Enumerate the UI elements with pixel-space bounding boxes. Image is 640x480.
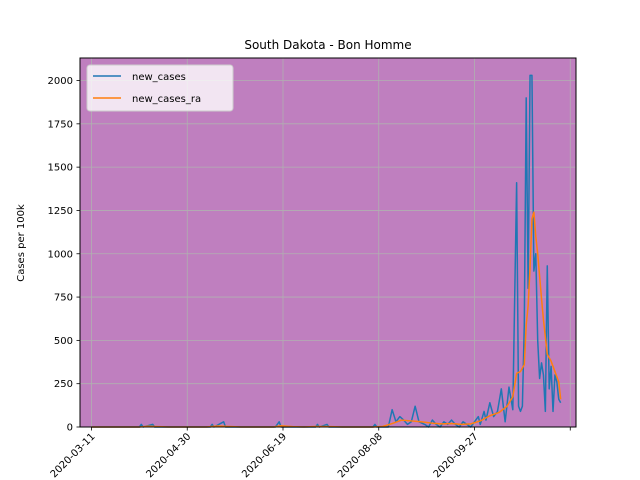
plot-area: [80, 58, 576, 427]
grid: [80, 58, 576, 428]
plot-frame: [79, 57, 577, 428]
y-tick-label: 750: [54, 293, 73, 304]
x-tick-label: 2020-09-27: [432, 431, 481, 480]
x-tick-label: 2020-08-08: [336, 431, 385, 480]
y-tick-label: 1000: [48, 249, 73, 260]
legend-box: [86, 64, 234, 112]
y-tick-label: 2000: [48, 76, 73, 87]
y-tick-label: 0: [67, 423, 73, 434]
y-tick-label: 250: [54, 379, 73, 390]
chart-title: South Dakota - Bon Homme: [244, 38, 411, 52]
x-tick-label: 2020-03-11: [49, 431, 98, 480]
legend-label-new-cases: new_cases: [132, 72, 186, 83]
x-axis: 2020-03-11 2020-04-30 2020-06-19 2020-08-08…: [49, 427, 571, 480]
y-tick-label: 1750: [48, 119, 73, 130]
y-tick-label: 1500: [48, 163, 73, 174]
y-axis: 0 250 500 750 1000 1250 1500 1750 2000: [48, 76, 80, 434]
legend: new_cases new_cases_ra: [86, 64, 234, 112]
legend-label-new-cases-ra: new_cases_ra: [132, 94, 201, 105]
y-tick-label: 500: [54, 336, 73, 347]
x-tick-label: 2020-06-19: [240, 431, 289, 480]
y-tick-label: 1250: [48, 206, 73, 217]
y-axis-label: Cases per 100k: [16, 204, 27, 282]
x-tick-label: 2020-04-30: [144, 431, 193, 480]
